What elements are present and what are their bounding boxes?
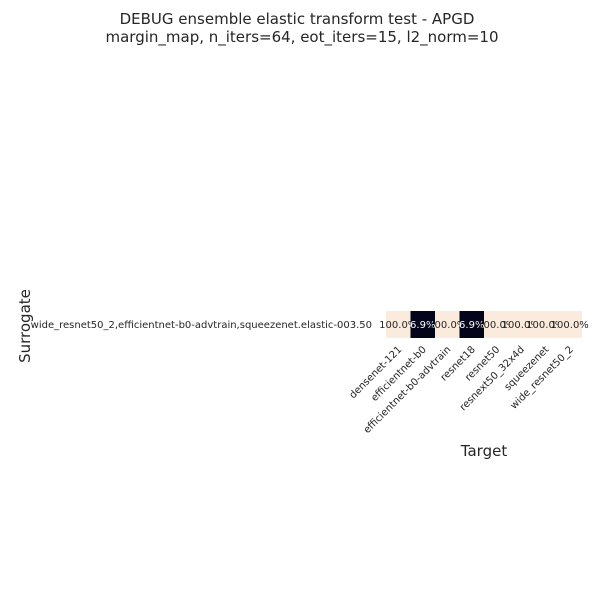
x-axis-label: Target [460, 442, 508, 460]
heatmap-cell [386, 311, 411, 338]
cell-value-label: 6.9% [459, 320, 484, 331]
x-tick-labels: densenet-121efficientnet-b0efficientnet-… [348, 344, 576, 436]
y-tick-labels: wide_resnet50_2,efficientnet-b0-advtrain… [31, 320, 372, 331]
y-tick-label: wide_resnet50_2,efficientnet-b0-advtrain… [31, 320, 372, 331]
cell-value-label: 100.0% [502, 320, 540, 331]
heatmap-cell [435, 311, 460, 338]
cell-value-label: 100.0% [477, 320, 515, 331]
chart-title: DEBUG ensemble elastic transform test - … [120, 10, 475, 28]
heatmap-cell [557, 311, 582, 338]
cell-value-label: 100.0% [526, 320, 564, 331]
cell-value-label: 100.0% [379, 320, 417, 331]
cell-value-label: 6.9% [410, 320, 435, 331]
heatmap-cells: 100.0%6.9%100.0%6.9%100.0%100.0%100.0%10… [379, 311, 589, 338]
y-axis-label: Surrogate [16, 289, 34, 363]
cell-value-label: 100.0% [428, 320, 466, 331]
heatmap-cell [484, 311, 509, 338]
cell-value-label: 100.0% [551, 320, 589, 331]
chart-subtitle: margin_map, n_iters=64, eot_iters=15, l2… [105, 28, 498, 47]
heatmap-cell [410, 311, 435, 338]
heatmap-cell [533, 311, 558, 338]
heatmap-cell [508, 311, 533, 338]
heatmap-cell [459, 311, 484, 338]
